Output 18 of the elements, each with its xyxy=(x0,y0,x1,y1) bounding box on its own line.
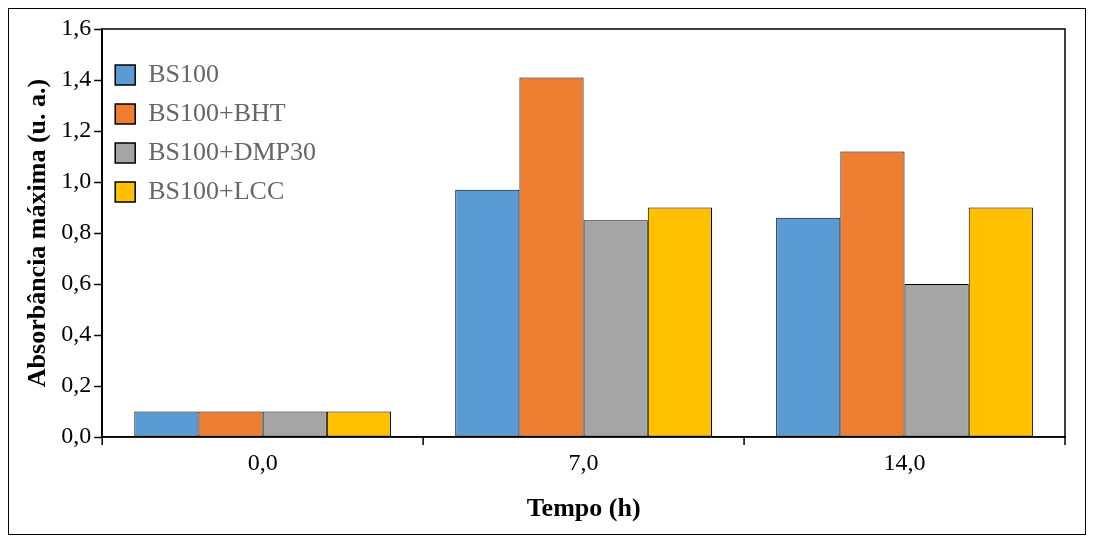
y-tick-label: 0,6 xyxy=(61,269,92,296)
legend-label: BS100+DMP30 xyxy=(148,136,317,166)
x-tick-label: 0,0 xyxy=(247,448,278,475)
legend-label: BS100+LCC xyxy=(148,175,285,205)
y-tick-label: 0,4 xyxy=(61,320,92,347)
y-tick-label: 1,0 xyxy=(61,167,92,194)
y-tick-label: 1,6 xyxy=(61,14,92,41)
y-tick-label: 1,4 xyxy=(61,65,92,92)
y-tick-label: 1,2 xyxy=(61,116,92,143)
y-tick-label: 0,2 xyxy=(61,371,92,398)
y-tick-label: 0,8 xyxy=(61,218,92,245)
x-tick-label: 7,0 xyxy=(568,448,599,475)
y-tick-label: 0,0 xyxy=(61,422,92,449)
legend-label: BS100 xyxy=(148,58,220,88)
x-tick-label: 14,0 xyxy=(883,448,926,475)
legend-label: BS100+BHT xyxy=(148,97,286,127)
y-axis-title: Absorbância máxima (u. a.) xyxy=(22,78,52,388)
x-axis-title: Tempo (h) xyxy=(526,493,641,523)
